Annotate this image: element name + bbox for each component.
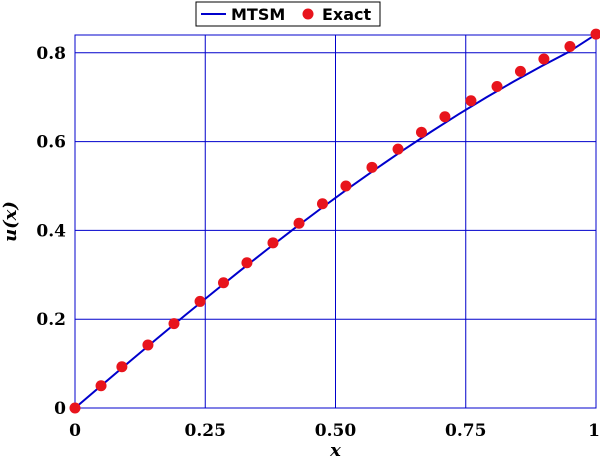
x-tick-label: 1 bbox=[588, 421, 600, 441]
x-axis-label: x bbox=[329, 440, 341, 458]
series-exact-point bbox=[69, 402, 81, 414]
series-exact-point bbox=[538, 53, 550, 65]
legend: MTSM Exact bbox=[195, 1, 381, 27]
series-exact-point bbox=[465, 95, 477, 107]
x-tick-label: 0 bbox=[69, 421, 81, 441]
x-tick-label: 0.50 bbox=[315, 421, 357, 441]
series-exact-point bbox=[194, 295, 206, 307]
series-exact-point bbox=[439, 111, 451, 123]
series-exact-point bbox=[217, 277, 229, 289]
series-exact-point bbox=[293, 217, 305, 229]
legend-box bbox=[195, 1, 381, 27]
y-tick-label: 0.6 bbox=[36, 133, 66, 153]
y-axis-label: u(x) bbox=[0, 201, 21, 242]
series-exact-point bbox=[142, 339, 154, 351]
series-exact-point bbox=[392, 143, 404, 155]
y-axis-ticks: 0 0.2 0.4 0.6 0.8 bbox=[36, 44, 66, 419]
series-layer bbox=[69, 28, 600, 414]
series-exact-point bbox=[366, 161, 378, 173]
plot-frame bbox=[74, 34, 597, 409]
series-mtsm-line bbox=[74, 33, 597, 409]
y-tick-label: 0.4 bbox=[36, 221, 66, 241]
series-exact-point bbox=[590, 28, 600, 40]
series-exact-point bbox=[116, 361, 128, 373]
series-exact-point bbox=[415, 126, 427, 138]
x-axis-ticks: 0 0.25 0.50 0.75 1 bbox=[69, 421, 600, 441]
legend-exact-marker-swatch bbox=[302, 8, 314, 20]
series-exact-point bbox=[340, 180, 352, 192]
y-tick-label: 0.8 bbox=[36, 44, 66, 64]
series-exact-point bbox=[241, 257, 253, 269]
x-tick-label: 0.25 bbox=[185, 421, 226, 441]
legend-mtsm-label: MTSM bbox=[231, 5, 285, 24]
y-tick-label: 0.2 bbox=[36, 310, 66, 330]
series-exact-point bbox=[491, 81, 503, 93]
series-exact-point bbox=[564, 41, 576, 53]
series-exact-point bbox=[514, 65, 526, 77]
series-exact-point bbox=[95, 380, 107, 392]
series-exact-point bbox=[316, 198, 328, 210]
legend-exact-label: Exact bbox=[322, 5, 372, 24]
y-tick-label: 0 bbox=[54, 399, 66, 419]
x-tick-label: 0.75 bbox=[445, 421, 486, 441]
series-exact-point bbox=[168, 318, 180, 330]
series-exact-point bbox=[267, 237, 279, 249]
grid bbox=[74, 35, 597, 409]
